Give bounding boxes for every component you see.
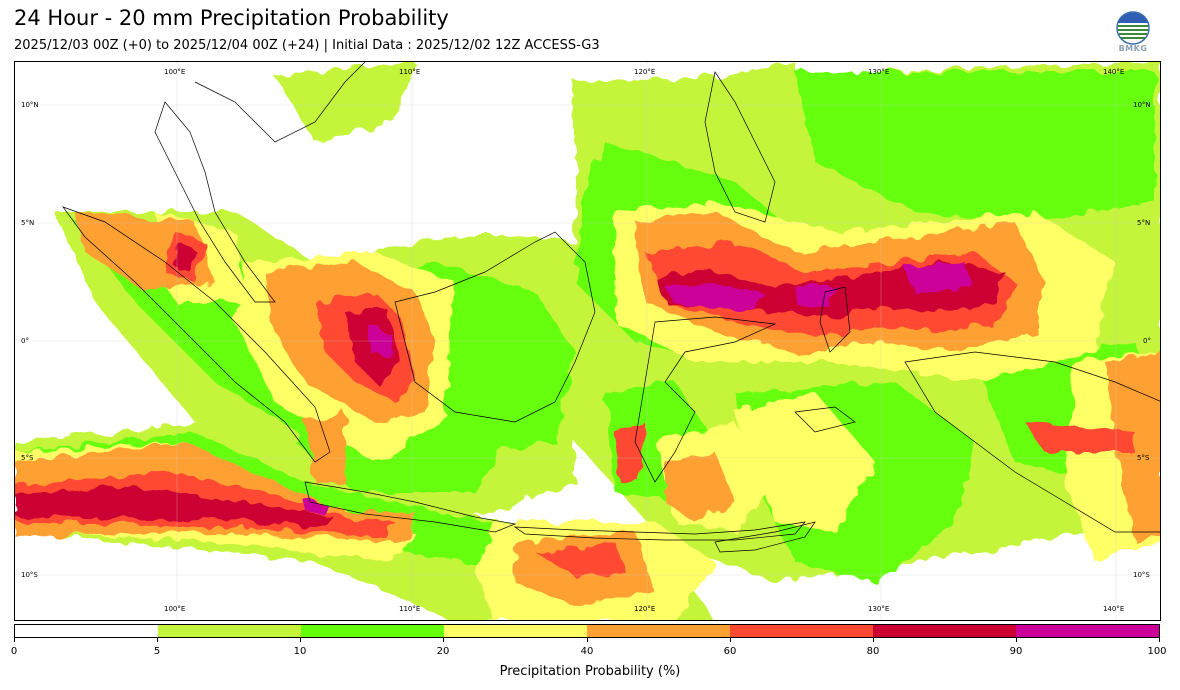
lon-label-bottom: 140°E <box>1103 605 1125 613</box>
philippines-coast <box>704 71 776 223</box>
lon-label-top: 100°E <box>164 68 186 76</box>
graticule <box>15 62 1160 620</box>
lon-label-top: 110°E <box>399 68 421 76</box>
lat-label-right: 5°S <box>1137 454 1150 462</box>
lat-label-left: 5°N <box>21 219 35 227</box>
lon-label-bottom: 100°E <box>164 605 186 613</box>
colorbar-tick-mark <box>873 638 874 642</box>
colorbar <box>14 624 1160 638</box>
colorbar-tick-label: 40 <box>580 646 594 657</box>
map-layers <box>15 62 1160 620</box>
halmahera-coast <box>819 286 851 353</box>
colorbar-tick-label: 60 <box>723 646 737 657</box>
lat-label-right: 5°N <box>1137 219 1151 227</box>
colorbar-tick-mark <box>443 638 444 642</box>
colorbar-segment <box>301 625 444 637</box>
sumatra-coast <box>62 206 331 463</box>
lat-label-left: 5°S <box>21 454 34 462</box>
colorbar-tick-label: 10 <box>293 646 307 657</box>
probability-field <box>15 62 1160 620</box>
timor-coast <box>714 521 816 553</box>
indochina-coast <box>194 62 366 143</box>
colorbar-segment <box>1016 625 1159 637</box>
lon-label-top: 140°E <box>1103 68 1125 76</box>
lat-label-right: 0° <box>1143 337 1151 345</box>
colorbar-segment <box>730 625 873 637</box>
bmkg-logo <box>1116 11 1150 45</box>
prob-band-90-100 <box>305 262 970 514</box>
colorbar-segment <box>444 625 587 637</box>
java-coast <box>304 481 517 533</box>
lon-label-bottom: 130°E <box>868 605 890 613</box>
colorbar-tick-mark <box>300 638 301 642</box>
colorbar-tick-label: 5 <box>153 646 161 657</box>
lat-label-left: 0° <box>21 337 29 345</box>
malay-peninsula-coast <box>154 101 276 303</box>
colorbar-tick-mark <box>1016 638 1017 642</box>
lon-label-top: 130°E <box>868 68 890 76</box>
colorbar-tick-label: 90 <box>1009 646 1023 657</box>
precipitation-map[interactable]: 100°E 110°E 120°E 130°E 140°E 100°E 110°… <box>14 61 1161 621</box>
colorbar-tick-mark <box>587 638 588 642</box>
colorbar-tick-mark <box>14 638 15 642</box>
sulawesi-coast <box>634 316 777 483</box>
colorbar-segment <box>587 625 730 637</box>
lat-label-left: 10°N <box>21 101 39 109</box>
colorbar-tick-label: 0 <box>10 646 18 657</box>
colorbar-tick-label: 80 <box>866 646 880 657</box>
borneo-coast <box>394 231 596 423</box>
colorbar-tick-label: 20 <box>436 646 450 657</box>
lat-label-right: 10°S <box>1133 571 1150 579</box>
maluku-coast <box>794 406 856 433</box>
colorbar-segment <box>15 625 158 637</box>
new-guinea-coast <box>904 351 1160 533</box>
nusa-tenggara-coast <box>513 521 806 541</box>
colorbar-segment <box>873 625 1016 637</box>
logo-text: BMKG <box>1118 44 1148 53</box>
lon-label-bottom: 110°E <box>399 605 421 613</box>
lon-label-top: 120°E <box>634 68 656 76</box>
chart-title: 24 Hour - 20 mm Precipitation Probabilit… <box>14 6 449 30</box>
coastlines <box>62 62 1160 553</box>
colorbar-tick-mark <box>157 638 158 642</box>
lon-label-bottom: 120°E <box>634 605 656 613</box>
colorbar-tick-label: 100 <box>1147 646 1167 657</box>
colorbar-segment <box>158 625 301 637</box>
colorbar-tick-mark <box>1159 638 1160 642</box>
colorbar-tick-mark <box>730 638 731 642</box>
colorbar-title: Precipitation Probability (%) <box>499 664 681 679</box>
chart-subtitle: 2025/12/03 00Z (+0) to 2025/12/04 00Z (+… <box>14 38 600 53</box>
lat-label-right: 10°N <box>1133 101 1151 109</box>
lat-label-left: 10°S <box>21 571 38 579</box>
